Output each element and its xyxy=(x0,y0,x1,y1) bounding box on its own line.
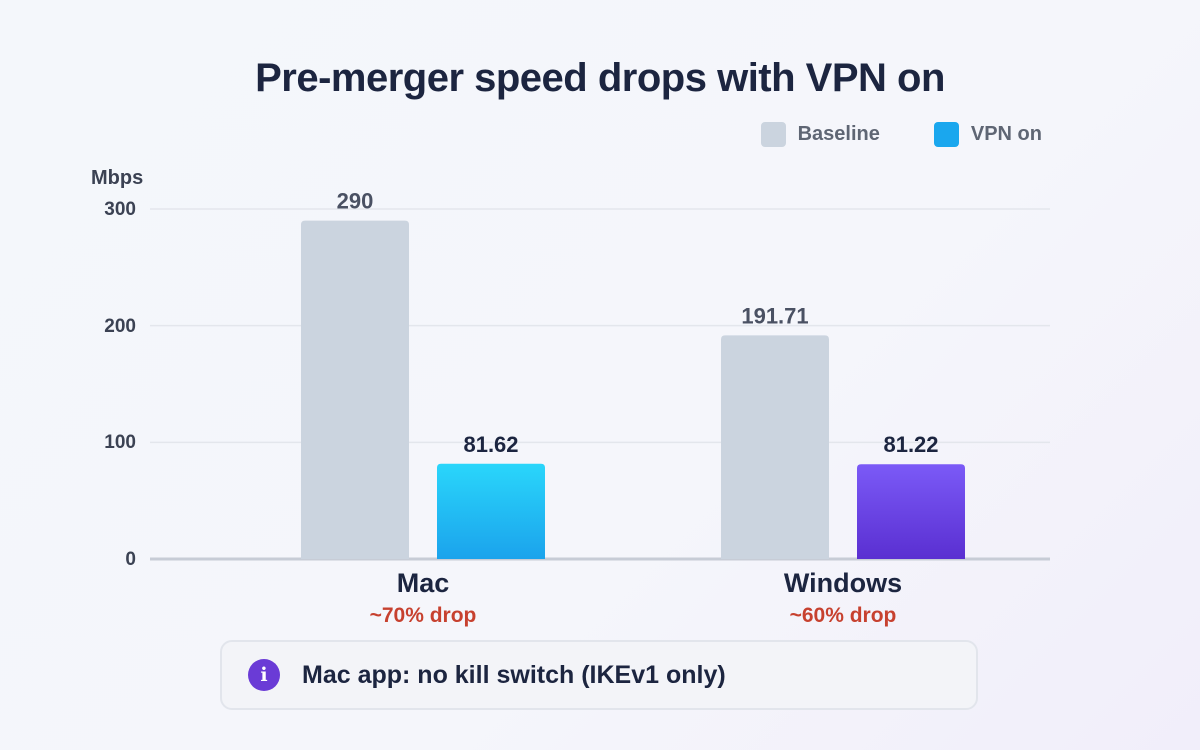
legend-label-baseline: Baseline xyxy=(797,123,880,145)
category-note-windows: ~60% drop xyxy=(789,604,897,627)
bar-mac-vpn xyxy=(437,463,545,559)
bar-mac-baseline xyxy=(301,220,409,559)
data-label-mac-vpn: 81.62 xyxy=(463,432,518,457)
info-note-text: Mac app: no kill switch (IKEv1 only) xyxy=(302,660,726,689)
legend-label-vpn: VPN on xyxy=(970,123,1042,145)
bar-windows-baseline xyxy=(721,335,829,559)
y-tick-100: 100 xyxy=(104,432,136,453)
data-label-windows-vpn: 81.22 xyxy=(883,432,938,457)
legend-swatch-vpn xyxy=(933,122,959,147)
data-label-mac-baseline: 290 xyxy=(337,189,374,214)
info-note: i Mac app: no kill switch (IKEv1 only) xyxy=(220,640,978,710)
category-label-mac: Mac xyxy=(396,568,450,598)
data-label-windows-baseline: 191.71 xyxy=(741,303,808,328)
y-tick-0: 0 xyxy=(125,549,136,570)
legend: Baseline VPN on xyxy=(760,122,1042,147)
legend-swatch-baseline xyxy=(760,122,786,147)
legend-item-baseline: Baseline xyxy=(760,122,880,147)
chart-title: Pre-merger speed drops with VPN on xyxy=(255,56,945,100)
y-axis-unit: Mbps xyxy=(91,167,144,189)
info-icon: i xyxy=(248,659,280,691)
legend-item-vpn: VPN on xyxy=(933,122,1042,147)
y-tick-300: 300 xyxy=(104,199,136,220)
category-label-windows: Windows xyxy=(783,568,903,598)
category-note-mac: ~70% drop xyxy=(369,604,477,627)
y-tick-200: 200 xyxy=(104,316,136,337)
bar-windows-vpn xyxy=(857,464,965,559)
